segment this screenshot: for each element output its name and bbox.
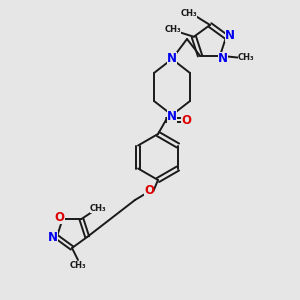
Text: CH₃: CH₃ [181, 8, 197, 17]
Text: N: N [48, 231, 58, 244]
Text: N: N [167, 110, 177, 122]
Text: O: O [181, 113, 191, 127]
Text: N: N [218, 52, 228, 65]
Text: CH₃: CH₃ [238, 53, 254, 62]
Text: N: N [225, 29, 235, 42]
Text: CH₃: CH₃ [164, 25, 181, 34]
Text: CH₃: CH₃ [90, 204, 107, 213]
Text: O: O [144, 184, 154, 197]
Text: O: O [55, 211, 64, 224]
Text: N: N [167, 52, 177, 64]
Text: CH₃: CH₃ [70, 260, 86, 269]
